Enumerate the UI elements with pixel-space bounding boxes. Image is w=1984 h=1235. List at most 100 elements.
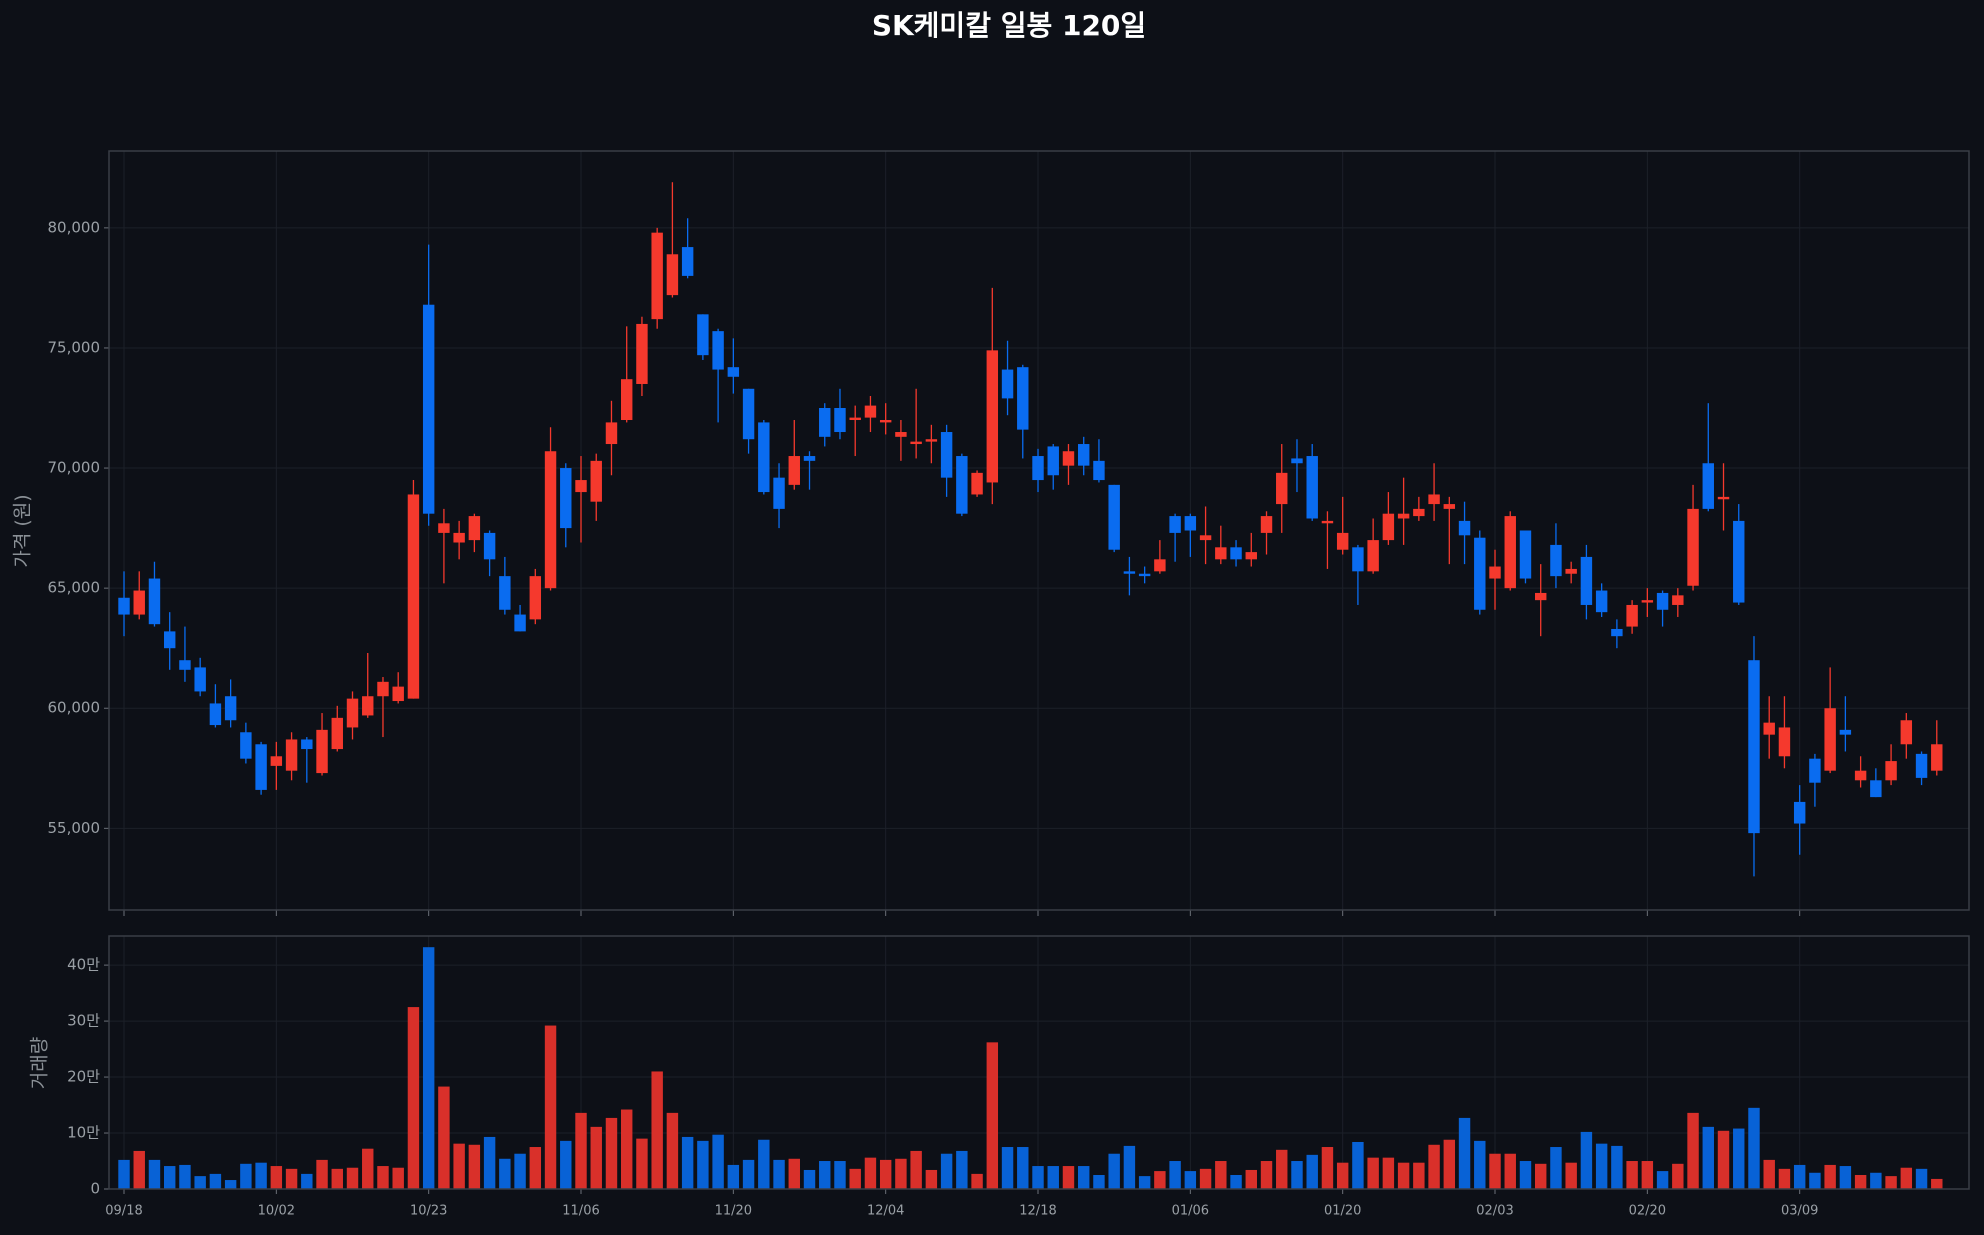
candle-body: [1474, 537, 1486, 610]
volume-bar: [468, 1144, 481, 1189]
candle-body: [1017, 367, 1029, 430]
candle-body: [560, 468, 572, 529]
volume-bar: [453, 1143, 465, 1189]
volume-bar: [742, 1159, 755, 1189]
candle-body: [1870, 780, 1882, 798]
candle-body: [179, 660, 191, 670]
volume-bar: [1230, 1175, 1242, 1189]
volume-bar: [133, 1150, 145, 1189]
candle-body: [301, 739, 313, 750]
y-tick-label: 70,000: [48, 459, 101, 477]
x-tick-label: 11/06: [562, 1204, 599, 1219]
x-tick-label: 01/06: [1172, 1204, 1209, 1219]
volume-bar: [1077, 1166, 1090, 1189]
volume-bar: [1793, 1164, 1806, 1189]
volume-bar: [392, 1167, 404, 1189]
candle-body: [1077, 444, 1090, 466]
candle-body: [499, 576, 511, 610]
candle-body: [1199, 535, 1212, 541]
y-tick-label: 55,000: [48, 819, 101, 837]
candle-body: [1123, 571, 1136, 574]
candle-body: [1839, 729, 1852, 735]
candle-body: [1611, 628, 1623, 637]
volume-bar: [1352, 1141, 1364, 1189]
volume-bar: [179, 1164, 191, 1189]
volume-bar: [255, 1162, 267, 1189]
candle-body: [1824, 708, 1836, 771]
candle-body: [209, 703, 222, 726]
volume-bar: [1382, 1157, 1395, 1189]
candle-body: [575, 480, 587, 493]
candle-body: [1580, 556, 1593, 605]
x-tick-label: 02/03: [1476, 1204, 1513, 1219]
volume-bar: [438, 1086, 450, 1189]
candle-body: [742, 388, 755, 440]
volume-bar: [301, 1173, 313, 1189]
candle-body: [194, 667, 206, 692]
x-tick-label: 11/20: [715, 1204, 752, 1219]
candle-body: [1793, 801, 1806, 824]
volume-bar: [940, 1153, 953, 1189]
candle-body: [255, 744, 267, 790]
y-tick-label: 30만: [67, 1012, 100, 1030]
volume-bar: [1535, 1163, 1547, 1189]
candle-body: [392, 686, 404, 702]
volume-bar: [544, 1025, 557, 1189]
x-tick-label: 02/20: [1629, 1204, 1666, 1219]
y-tick-label: 75,000: [48, 338, 101, 356]
x-tick-label: 03/09: [1781, 1204, 1818, 1219]
volume-bar: [1367, 1157, 1379, 1189]
candle-body: [1565, 568, 1577, 574]
volume-bar: [788, 1158, 800, 1189]
volume-bar: [1854, 1175, 1867, 1189]
volume-bar: [834, 1161, 846, 1189]
volume-bar: [1260, 1161, 1273, 1189]
volume-bar: [422, 947, 435, 1189]
volume-bar: [1108, 1153, 1120, 1189]
y-tick-label: 65,000: [48, 579, 101, 597]
candle-body: [422, 304, 435, 514]
candle-body: [316, 729, 328, 774]
candle-body: [986, 350, 999, 483]
candle-body: [270, 756, 283, 766]
volume-bar: [758, 1139, 770, 1189]
candle-body: [1093, 460, 1105, 481]
candle-body: [697, 314, 709, 356]
candle-body: [1809, 758, 1821, 783]
candle-body: [1352, 547, 1364, 572]
candle-body: [468, 516, 481, 541]
y-tick-label: 10만: [67, 1124, 100, 1142]
volume-bar: [1443, 1139, 1456, 1189]
volume-bar: [1245, 1169, 1257, 1189]
x-tick-label: 12/04: [867, 1204, 904, 1219]
volume-bar: [1824, 1164, 1836, 1189]
candle-body: [605, 422, 618, 445]
volume-bar: [803, 1169, 816, 1189]
candle-body: [940, 432, 953, 478]
volume-bar: [971, 1173, 983, 1189]
candle-body: [1900, 720, 1913, 745]
volume-bar: [1595, 1143, 1608, 1189]
volume-bar: [1276, 1149, 1288, 1189]
candle-body: [1154, 559, 1166, 572]
plot-frame: [108, 935, 1970, 1190]
candle-body: [1489, 566, 1501, 579]
volume-bar: [362, 1148, 374, 1189]
candle-body: [956, 456, 968, 514]
candle-body: [773, 477, 785, 509]
candle-body: [1672, 595, 1684, 605]
volume-bar: [605, 1117, 618, 1189]
x-tick-label: 01/20: [1324, 1204, 1361, 1219]
candle-body: [636, 323, 648, 384]
volume-bar: [1306, 1154, 1318, 1189]
volume-bar: [712, 1134, 724, 1189]
candle-body: [1702, 463, 1714, 509]
volume-bar: [1291, 1161, 1303, 1189]
volume-bar: [377, 1166, 389, 1189]
volume-bar: [849, 1168, 861, 1189]
candle-body: [240, 732, 252, 759]
volume-bar: [118, 1159, 130, 1189]
candle-body: [1519, 530, 1532, 579]
